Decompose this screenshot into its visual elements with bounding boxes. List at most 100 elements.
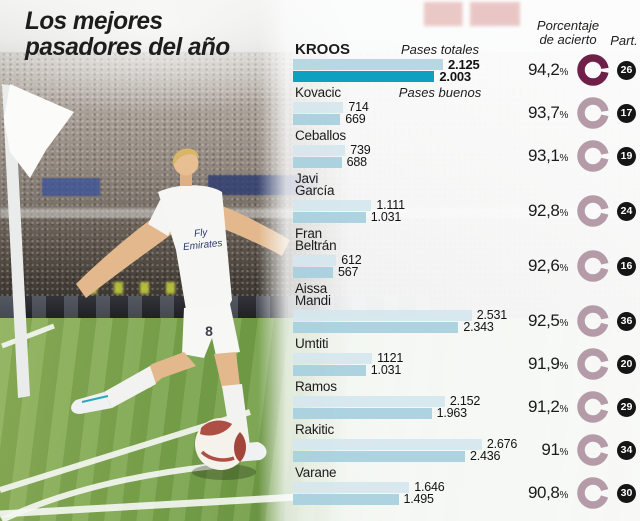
player-stats: 90,8% 30 xyxy=(514,477,636,509)
accuracy-percent: 92,6% xyxy=(528,256,568,275)
player-bars: 2.125 2.003 xyxy=(293,56,638,83)
bar-value: 2.676 xyxy=(486,436,518,451)
bar-total-passes xyxy=(293,199,372,211)
player-name-line: Beltrán xyxy=(295,238,337,253)
player-bars: 1.111 1.031 xyxy=(293,197,638,223)
participation-column-header: Part. xyxy=(610,33,638,48)
accuracy-header-line1: Porcentaje xyxy=(536,18,600,33)
accuracy-ring xyxy=(577,477,609,509)
bar-line: 2.676 xyxy=(293,436,638,451)
bar-line: 714 xyxy=(293,100,638,113)
bar-value: 2.152 xyxy=(449,393,481,408)
bar-value: 688 xyxy=(346,154,367,169)
player-hair xyxy=(173,148,199,166)
accuracy-ring xyxy=(577,250,609,282)
bar-value: 612 xyxy=(341,252,362,267)
player-stats: 92,5% 36 xyxy=(514,305,636,337)
jersey-sponsor-line2: Emirates xyxy=(183,238,223,253)
player-name-line: Kovacic xyxy=(295,85,341,100)
accuracy-column-header: Porcentaje de acierto xyxy=(520,19,616,46)
accuracy-percent: 92,5% xyxy=(528,311,568,330)
player-bars: 2.531 2.343 xyxy=(293,308,638,333)
player-stats: 91,9% 20 xyxy=(514,348,636,380)
player-row-body: 714 669 93,7% 17 xyxy=(293,97,638,129)
bar-value: 2.125 xyxy=(448,56,480,72)
bar-good-passes xyxy=(293,113,341,125)
percent-sign: % xyxy=(559,404,569,415)
accuracy-header-line2: de acierto xyxy=(539,31,597,47)
bar-total-passes xyxy=(293,101,344,113)
bar-total-passes xyxy=(293,309,472,321)
bar-line: 1.111 xyxy=(293,197,638,212)
player-name-line: Varane xyxy=(295,465,337,480)
accuracy-percent: 90,8% xyxy=(528,483,568,502)
player-shorts xyxy=(182,304,240,358)
player-row: Ramos 2.152 1.963 91,2% 29 xyxy=(293,379,638,423)
title-line1: Los mejores xyxy=(25,7,163,35)
player-name: Ceballos xyxy=(293,128,638,144)
stadium-screen xyxy=(42,178,100,196)
player-name: Rakitic xyxy=(293,423,638,438)
bar-line: 2.125 xyxy=(293,56,638,72)
title-line2: pasadores del año xyxy=(25,33,230,61)
bar-line: 567 xyxy=(293,264,638,279)
player-bars: 739 688 xyxy=(293,143,638,169)
player-name-line: Aissa xyxy=(295,281,328,296)
player-row: Aissa Mandi 2.531 2.343 92,5% 36 xyxy=(293,281,638,337)
accuracy-ring xyxy=(577,305,609,337)
player-name-line: Ramos xyxy=(295,379,337,394)
participation-badge: 34 xyxy=(617,440,636,460)
series-label-good: Pases buenos xyxy=(398,85,482,100)
accuracy-ring xyxy=(577,348,609,380)
bar-total-passes xyxy=(293,254,337,266)
bar-value: 567 xyxy=(338,264,359,279)
player-row: Kovacic Pases buenos 714 669 93,7% 17 xyxy=(293,85,638,129)
bar-value: 1.963 xyxy=(436,405,467,420)
player-name-line: Javi xyxy=(295,171,319,186)
bar-good-passes xyxy=(293,156,342,168)
bar-total-passes xyxy=(293,481,410,493)
bar-value: 1.495 xyxy=(403,491,434,506)
player-bars: 2.676 2.436 xyxy=(293,436,638,462)
percent-sign: % xyxy=(559,208,569,219)
player-name-line: Fran xyxy=(295,226,322,241)
player-name-line: García xyxy=(295,183,335,198)
bar-line: 2.152 xyxy=(293,393,638,408)
bar-total-passes xyxy=(293,144,346,156)
player-row: Umtiti 1121 1.031 91,9% 20 xyxy=(293,337,638,380)
accuracy-percent: 91% xyxy=(541,440,569,459)
bar-value: 1.111 xyxy=(376,197,405,212)
bar-line: 1.031 xyxy=(293,210,638,223)
series-label-total: Pases totales xyxy=(400,42,480,57)
player-row: Varane 1.646 1.495 90,8% 30 xyxy=(293,465,638,509)
bar-line: 1121 xyxy=(293,350,638,365)
player-row-body: 612 567 92,6% 16 xyxy=(293,250,638,282)
participation-badge: 19 xyxy=(617,146,636,166)
bar-line: 2.531 xyxy=(293,308,638,321)
bar-total-passes xyxy=(293,395,445,407)
player-bars: 1121 1.031 xyxy=(293,350,638,376)
bar-good-passes xyxy=(293,321,459,333)
percent-sign: % xyxy=(559,447,569,458)
bar-line: 2.003 xyxy=(293,70,638,83)
bar-total-passes xyxy=(293,352,373,364)
player-name: Ramos xyxy=(293,379,638,395)
player-stats: 92,8% 24 xyxy=(514,195,636,227)
bar-line: 1.495 xyxy=(293,491,638,506)
bar-total-passes xyxy=(293,58,443,70)
bar-good-passes xyxy=(293,266,333,278)
player-row: Fran Beltrán 612 567 92,6% 16 xyxy=(293,226,638,282)
player-row-body: 1121 1.031 91,9% 20 xyxy=(293,348,638,380)
accuracy-ring xyxy=(577,434,609,466)
bar-value: 1121 xyxy=(377,350,404,365)
accuracy-ring xyxy=(577,97,609,129)
player-stats: 94,2% 26 xyxy=(514,54,636,86)
player-name-line: Ceballos xyxy=(295,128,346,143)
bar-line: 2.436 xyxy=(293,449,638,462)
participation-badge: 29 xyxy=(617,397,636,417)
player-name: Aissa Mandi xyxy=(293,281,638,309)
accuracy-percent: 93,1% xyxy=(528,146,568,165)
accuracy-ring xyxy=(577,391,609,423)
bar-line: 1.963 xyxy=(293,405,638,420)
player-bars: 714 669 xyxy=(293,100,638,125)
